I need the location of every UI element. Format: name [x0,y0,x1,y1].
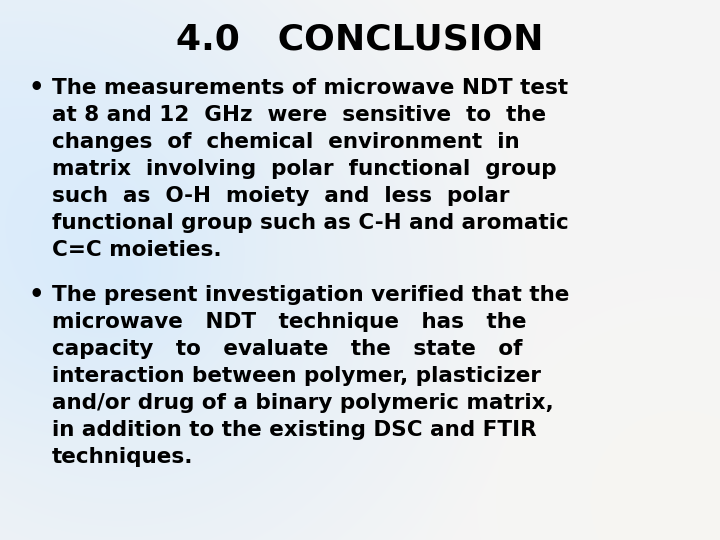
Text: and/or drug of a binary polymeric matrix,: and/or drug of a binary polymeric matrix… [52,393,554,413]
Text: •: • [28,76,43,100]
Text: capacity   to   evaluate   the   state   of: capacity to evaluate the state of [52,339,523,359]
Text: changes  of  chemical  environment  in: changes of chemical environment in [52,132,520,152]
Text: in addition to the existing DSC and FTIR: in addition to the existing DSC and FTIR [52,420,536,440]
Text: The measurements of microwave NDT test: The measurements of microwave NDT test [52,78,568,98]
Text: •: • [28,283,43,307]
Text: matrix  involving  polar  functional  group: matrix involving polar functional group [52,159,557,179]
Text: microwave   NDT   technique   has   the: microwave NDT technique has the [52,312,526,332]
Text: techniques.: techniques. [52,447,194,467]
Text: The present investigation verified that the: The present investigation verified that … [52,285,570,305]
Text: such  as  O-H  moiety  and  less  polar: such as O-H moiety and less polar [52,186,510,206]
Text: functional group such as C-H and aromatic: functional group such as C-H and aromati… [52,213,569,233]
Text: interaction between polymer, plasticizer: interaction between polymer, plasticizer [52,366,541,386]
Text: C=C moieties.: C=C moieties. [52,240,222,260]
Text: 4.0   CONCLUSION: 4.0 CONCLUSION [176,22,544,56]
Text: at 8 and 12  GHz  were  sensitive  to  the: at 8 and 12 GHz were sensitive to the [52,105,546,125]
